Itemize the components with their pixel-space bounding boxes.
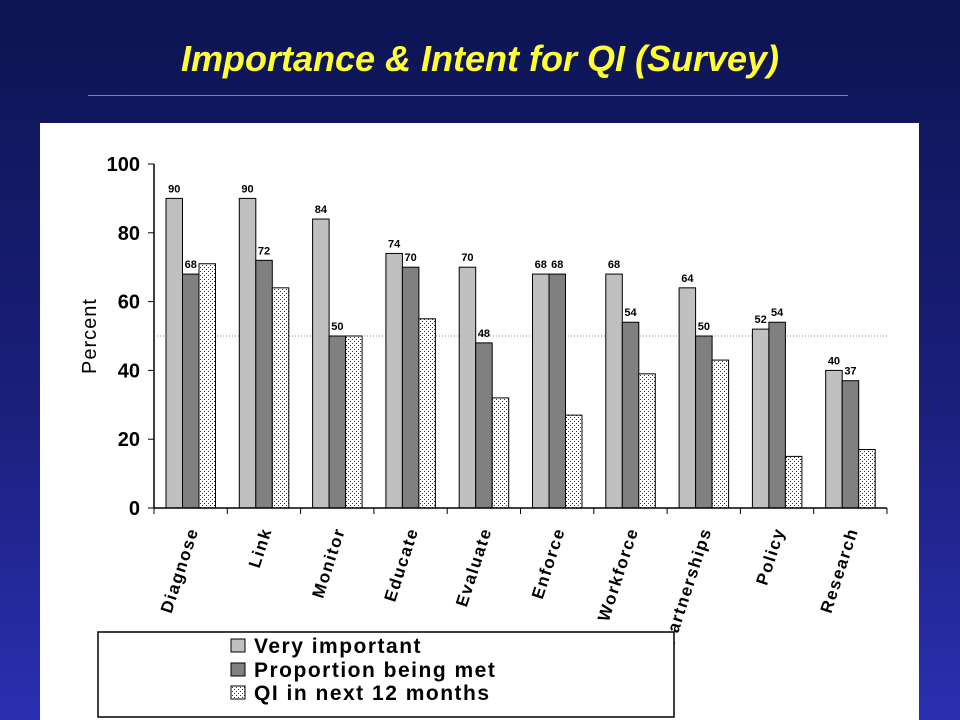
category-label-monitor: Monitor [308, 525, 349, 600]
bar-educate-series-1 [385, 252, 403, 509]
category-label-diagnose: Diagnose [157, 525, 202, 615]
category-label-educate: Educate [381, 525, 423, 604]
bar-evaluate-series-3 [491, 397, 510, 509]
data-label: 54 [624, 307, 637, 319]
legend-label-1: Very important [254, 635, 422, 658]
bar-research-series-2 [841, 380, 860, 509]
y-axis-title: Percent [79, 298, 101, 374]
data-label: 70 [405, 252, 417, 264]
legend-label-3: QI in next 12 months [254, 682, 491, 705]
data-label: 40 [828, 355, 840, 367]
bar-workforce-series-3 [638, 373, 656, 509]
y-tick-label: 100 [107, 154, 140, 176]
chart-panel: 90 68 Diagnose 90 72 Link 84 50 Monitor 74 70 Educa… [40, 123, 919, 720]
data-label: 68 [535, 259, 547, 271]
y-tick-label: 80 [118, 223, 140, 245]
bar-diagnose-series-1 [165, 197, 183, 509]
category-label-workforce: Workforce [594, 525, 642, 623]
bar-link-series-2 [255, 259, 273, 509]
bar-educate-series-3 [418, 318, 436, 509]
category-label-policy: Policy [753, 525, 789, 587]
data-label: 68 [185, 259, 197, 271]
bar-evaluate-series-1 [458, 266, 477, 509]
bar-partnerships-series-1 [678, 287, 697, 509]
data-label: 64 [681, 273, 694, 285]
bar-research-series-3 [858, 449, 876, 509]
bar-enforce-series-3 [565, 414, 583, 509]
bar-policy-series-2 [768, 321, 786, 509]
data-label: 72 [258, 245, 270, 257]
y-tick-label: 40 [118, 360, 140, 382]
category-label-research: Research [817, 525, 862, 615]
bar-partnerships-series-2 [695, 335, 713, 509]
bar-diagnose-series-3 [198, 263, 216, 509]
legend-swatch-2 [230, 662, 246, 677]
data-label: 74 [388, 238, 401, 250]
data-label: 48 [478, 328, 490, 340]
bar-link-series-1 [238, 197, 257, 509]
bar-link-series-3 [271, 287, 290, 509]
y-tick-label: 0 [129, 498, 140, 520]
y-tick-label: 20 [118, 429, 140, 451]
bar-diagnose-series-2 [182, 273, 200, 509]
data-label: 52 [755, 314, 767, 326]
data-label: 90 [168, 183, 180, 195]
category-label-link: Link [245, 525, 276, 570]
bar-enforce-series-1 [532, 273, 550, 509]
category-label-evaluate: Evaluate [452, 525, 495, 609]
bar-research-series-1 [825, 369, 843, 509]
data-label: 50 [698, 321, 710, 333]
data-label: 68 [608, 259, 620, 271]
bar-policy-series-1 [751, 328, 770, 509]
data-label: 70 [461, 252, 473, 264]
data-label: 54 [771, 307, 784, 319]
y-tick-label: 60 [118, 292, 140, 314]
data-label: 90 [241, 183, 253, 195]
bar-evaluate-series-2 [475, 342, 493, 509]
bar-chart: 90 68 Diagnose 90 72 Link 84 50 Monitor 74 70 Educa… [79, 154, 888, 718]
bar-monitor-series-3 [345, 335, 363, 509]
bar-partnerships-series-3 [711, 359, 730, 509]
legend-swatch-1 [230, 638, 246, 653]
bar-workforce-series-1 [605, 273, 623, 509]
legend-label-2: Proportion being met [254, 659, 496, 682]
bar-enforce-series-2 [548, 273, 566, 509]
bar-educate-series-2 [401, 266, 420, 509]
slide-title: Importance & Intent for QI (Survey) [180, 38, 780, 79]
data-label: 68 [551, 259, 563, 271]
title-divider [88, 95, 848, 96]
data-label: 37 [844, 366, 856, 378]
legend-swatch-3 [230, 685, 246, 700]
bar-monitor-series-2 [328, 335, 347, 509]
bar-workforce-series-2 [621, 321, 640, 509]
legend-box [97, 631, 675, 718]
bar-monitor-series-1 [312, 218, 330, 509]
data-label: 84 [315, 204, 328, 216]
bar-policy-series-3 [784, 455, 803, 509]
category-label-enforce: Enforce [528, 525, 569, 601]
category-label-partnerships: Partnerships [660, 525, 716, 647]
data-label: 50 [331, 321, 343, 333]
